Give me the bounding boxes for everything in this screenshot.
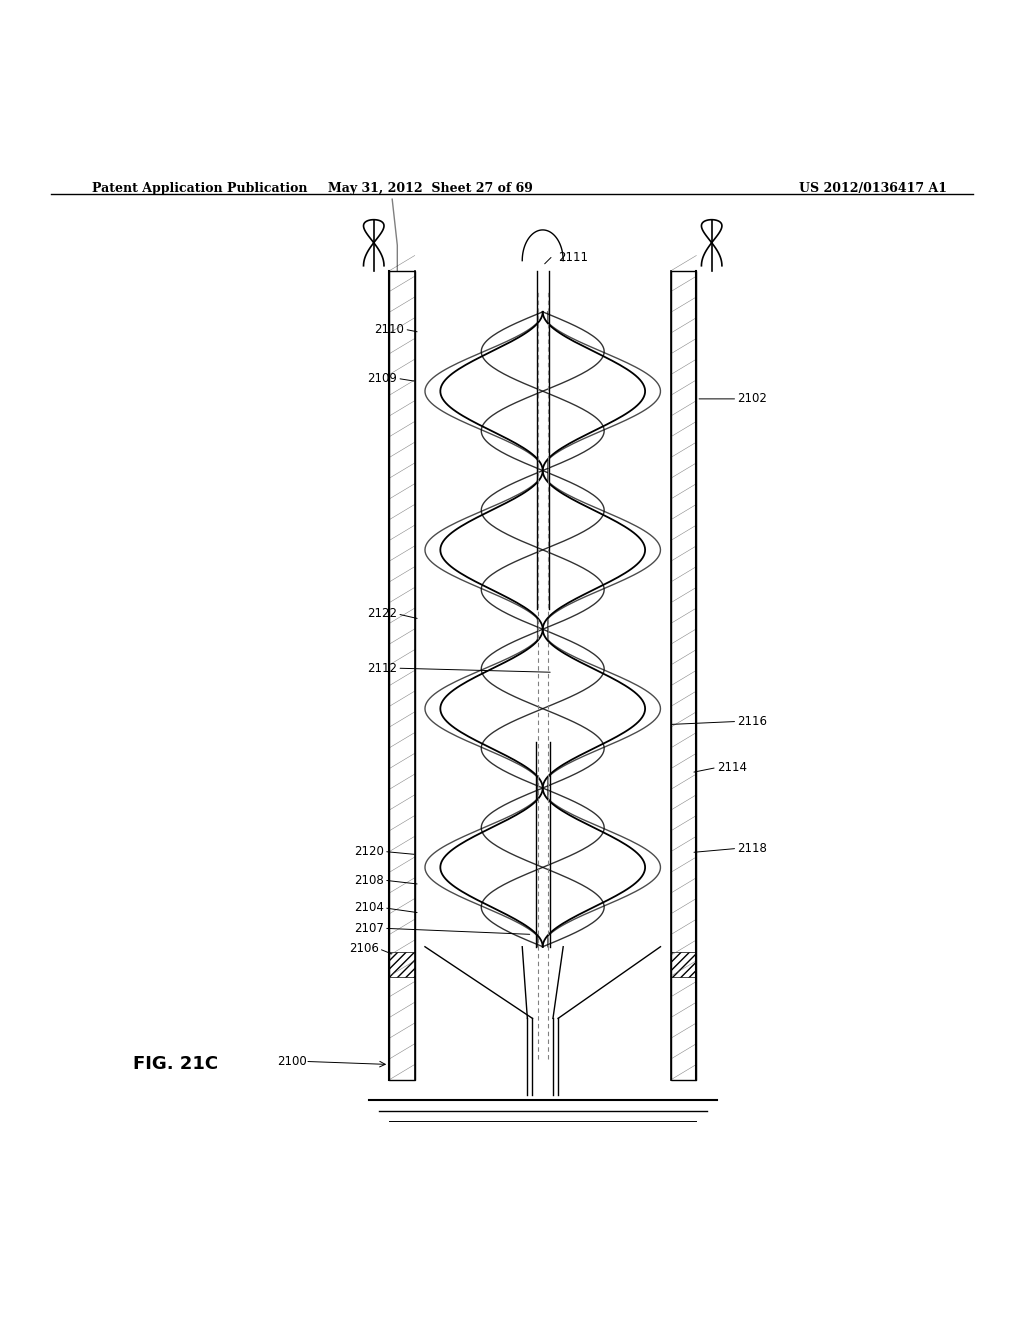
- Text: 2110: 2110: [375, 323, 404, 335]
- Text: May 31, 2012  Sheet 27 of 69: May 31, 2012 Sheet 27 of 69: [328, 182, 532, 195]
- Text: 2104: 2104: [354, 902, 384, 915]
- Text: US 2012/0136417 A1: US 2012/0136417 A1: [799, 182, 947, 195]
- Text: 2112: 2112: [368, 661, 397, 675]
- Text: 2114: 2114: [717, 762, 746, 774]
- Bar: [389, 271, 415, 1080]
- Text: 2120: 2120: [354, 845, 384, 858]
- Text: 2118: 2118: [737, 842, 767, 855]
- Text: FIG. 21C: FIG. 21C: [133, 1056, 218, 1073]
- Text: 2109: 2109: [368, 372, 397, 385]
- Text: 2108: 2108: [354, 874, 384, 887]
- Text: 2106: 2106: [349, 942, 379, 956]
- Bar: [671, 952, 696, 977]
- Text: 2111: 2111: [558, 251, 588, 264]
- Text: 2107: 2107: [354, 921, 384, 935]
- Text: 2122: 2122: [368, 607, 397, 620]
- Text: 2102: 2102: [737, 392, 767, 405]
- Text: 2116: 2116: [737, 715, 767, 727]
- Bar: [389, 952, 415, 977]
- Bar: [671, 271, 696, 1080]
- Text: Patent Application Publication: Patent Application Publication: [92, 182, 307, 195]
- Text: 2100: 2100: [276, 1055, 307, 1068]
